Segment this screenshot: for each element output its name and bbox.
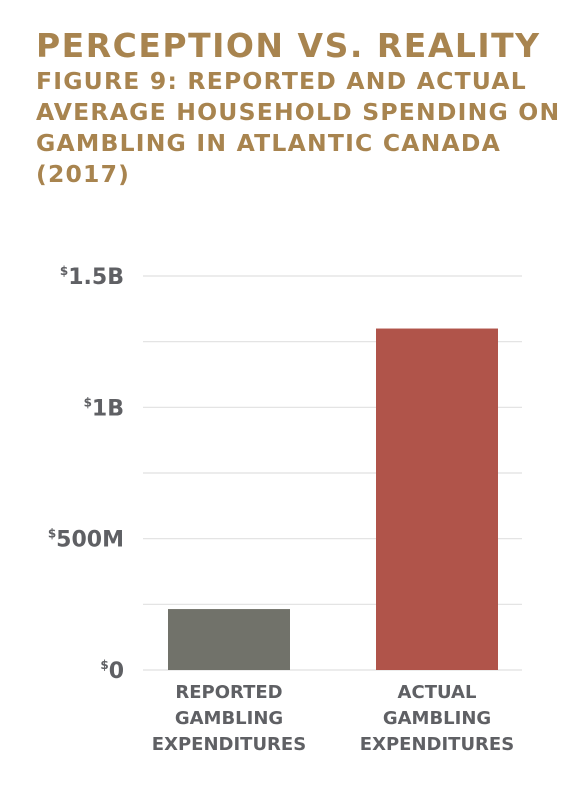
- y-tick-label: $1B: [84, 395, 124, 421]
- y-tick-label: $0: [100, 658, 124, 684]
- x-axis-categories: REPORTED GAMBLING EXPENDITURES ACTUAL GAMBLI…: [152, 682, 514, 755]
- category-label-reported: REPORTED GAMBLING EXPENDITURES: [152, 682, 306, 755]
- bar-actual: [376, 328, 498, 670]
- category-label-actual: ACTUAL GAMBLING EXPENDITURES: [360, 682, 514, 755]
- y-tick-label: $500M: [48, 527, 124, 553]
- gridlines: [143, 275, 522, 671]
- y-axis-ticks: $0 $500M $1B $1.5B: [48, 264, 124, 684]
- y-tick-label: $1.5B: [60, 264, 124, 290]
- chart-subtitle: FIGURE 9: REPORTED AND ACTUAL AVERAGE HO…: [36, 67, 561, 188]
- chart-header: PERCEPTION VS. REALITY FIGURE 9: REPORTE…: [36, 26, 566, 190]
- bar-reported: [168, 609, 290, 670]
- chart-title: PERCEPTION VS. REALITY: [36, 26, 541, 65]
- bars: [168, 328, 498, 670]
